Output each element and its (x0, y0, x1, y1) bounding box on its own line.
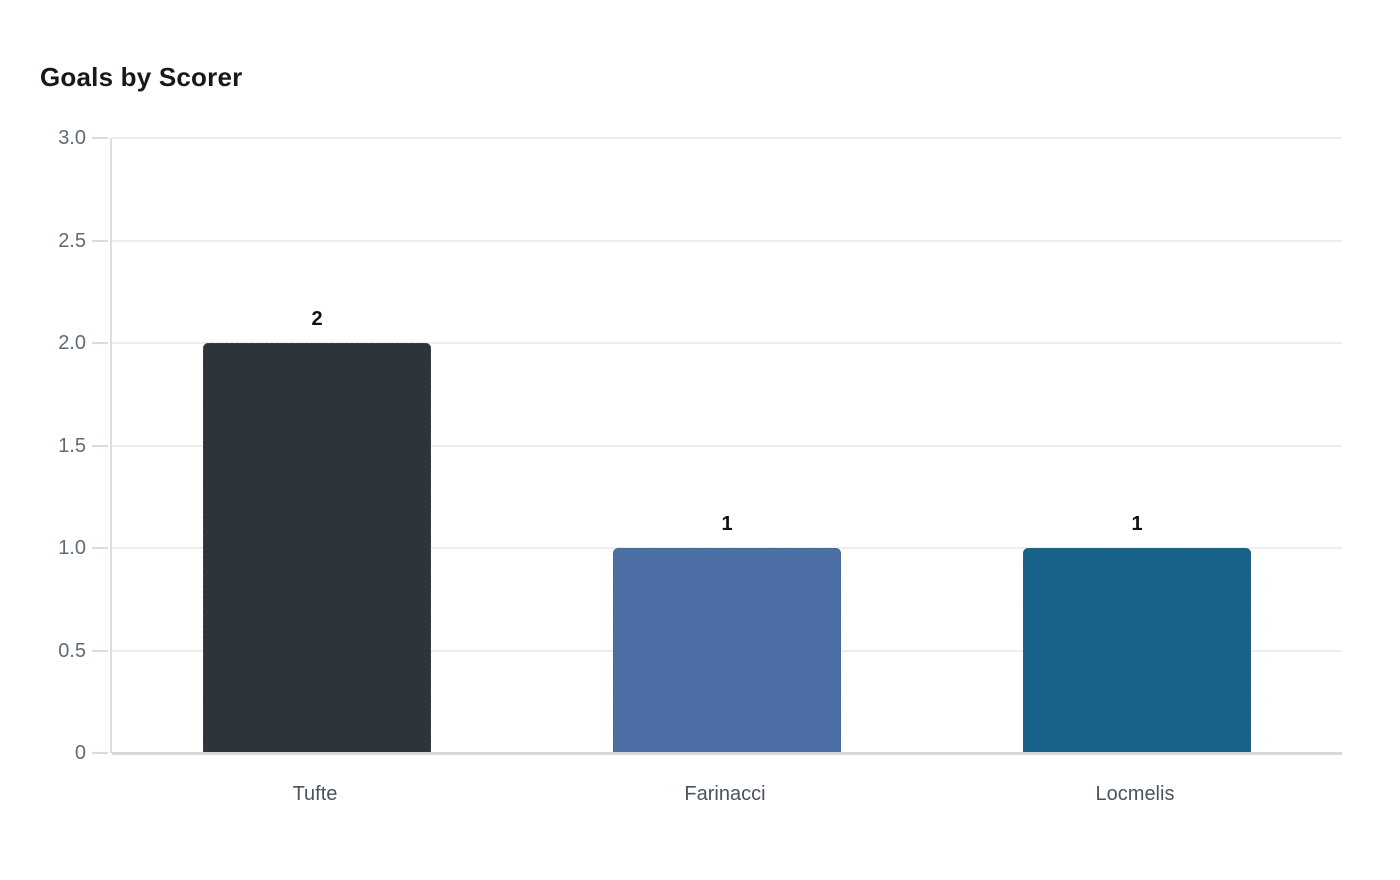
y-axis-tick (92, 650, 108, 652)
bar-value-label: 1 (721, 513, 733, 535)
y-axis-tick (92, 445, 108, 447)
y-tick-label: 0.5 (58, 640, 86, 662)
y-axis-tick (92, 137, 108, 139)
x-tick-label: Farinacci (684, 783, 766, 805)
y-tick-label: 1.0 (58, 537, 86, 559)
bar-value-label: 1 (1131, 513, 1143, 535)
bar-value-label: 2 (311, 308, 323, 330)
y-tick-label: 3.0 (58, 127, 86, 149)
plot-area: 2 1 1 (110, 137, 1342, 755)
gridline (112, 137, 1342, 139)
bar-tufte (203, 343, 431, 753)
x-tick-label: Locmelis (1095, 783, 1175, 805)
gridline (112, 342, 1342, 344)
x-axis-line (112, 752, 1342, 755)
bar-farinacci (613, 548, 841, 753)
y-axis-tick (92, 342, 108, 344)
y-tick-label: 0 (74, 742, 86, 764)
y-tick-label: 2.5 (58, 230, 86, 252)
chart-title: Goals by Scorer (40, 62, 243, 92)
y-tick-label: 2.0 (58, 332, 86, 354)
y-axis-tick (92, 240, 108, 242)
bar-locmelis (1023, 548, 1251, 753)
x-tick-label: Tufte (292, 783, 338, 805)
y-tick-label: 1.5 (58, 435, 86, 457)
gridline (112, 240, 1342, 242)
gridline (112, 445, 1342, 447)
y-axis-tick (92, 547, 108, 549)
y-axis-tick (92, 752, 108, 754)
